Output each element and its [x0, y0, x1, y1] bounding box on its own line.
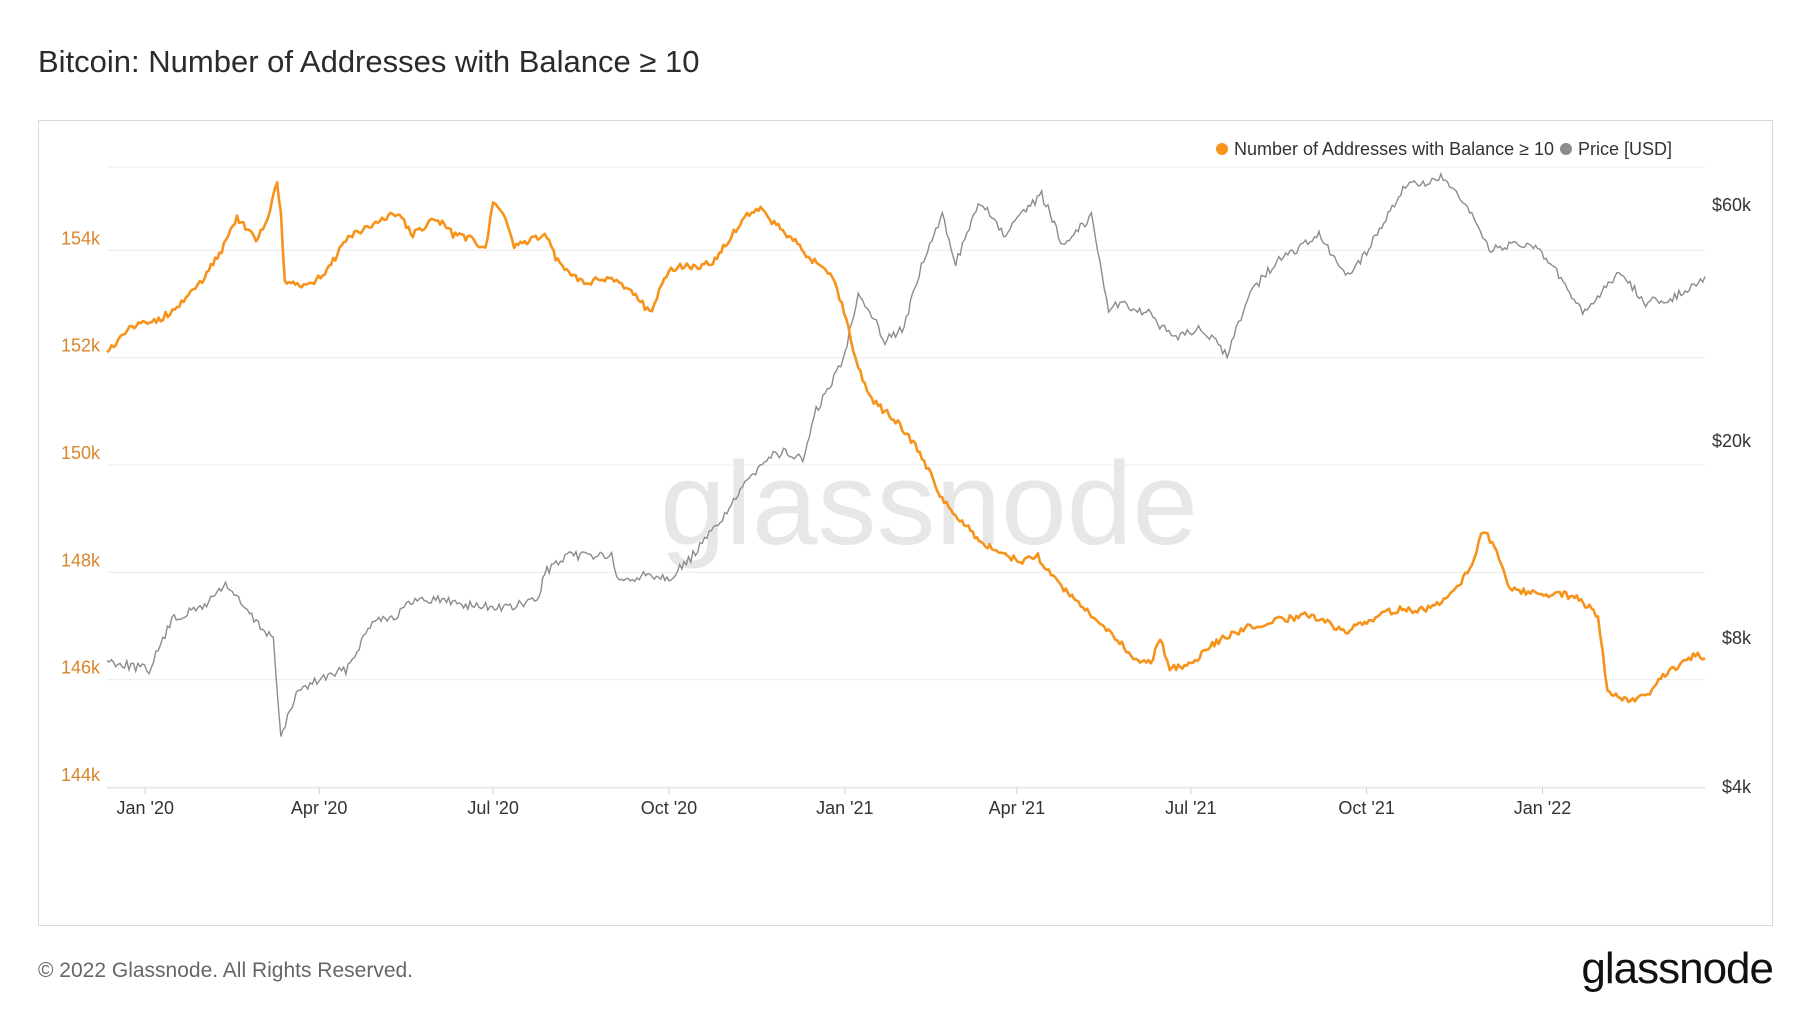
copyright-footer: © 2022 Glassnode. All Rights Reserved.: [38, 959, 414, 982]
x-tick-label: Apr '20: [291, 798, 347, 818]
chart-panel: glassnode 144k 146k 148k 150k 152k 154k $4k $8…: [38, 120, 1773, 926]
x-tick-label: Apr '21: [989, 798, 1045, 818]
left-y-tick-label: 150k: [61, 443, 101, 463]
left-y-tick-label: 148k: [61, 550, 101, 570]
legend[interactable]: Number of Addresses with Balance ≥ 10 Pr…: [1216, 139, 1672, 159]
series-line-addresses: [106, 181, 1706, 704]
legend-label-addresses: Number of Addresses with Balance ≥ 10: [1234, 139, 1554, 159]
x-tick-label: Jan '22: [1514, 798, 1571, 818]
legend-marker-price: [1560, 143, 1572, 155]
right-y-tick-label: $4k: [1722, 777, 1752, 797]
x-tick-label: Oct '20: [641, 798, 697, 818]
right-y-axis: $4k $8k $20k $60k: [1712, 195, 1752, 797]
legend-marker-addresses: [1216, 143, 1228, 155]
watermark-text: glassnode: [660, 438, 1198, 570]
page-title: Bitcoin: Number of Addresses with Balanc…: [38, 44, 700, 79]
chart-svg[interactable]: glassnode 144k 146k 148k 150k 152k 154k $4k $8…: [39, 121, 1772, 925]
glassnode-logo[interactable]: glassnode: [1581, 944, 1774, 993]
x-tick-label: Oct '21: [1338, 798, 1394, 818]
left-y-axis: 144k 146k 148k 150k 152k 154k: [61, 228, 101, 785]
left-y-tick-label: 152k: [61, 336, 101, 356]
left-y-tick-label: 146k: [61, 658, 101, 678]
x-tick-label: Jan '21: [816, 798, 873, 818]
series-line-price: [106, 171, 1706, 737]
legend-label-price: Price [USD]: [1578, 139, 1672, 159]
x-tick-label: Jul '20: [467, 798, 518, 818]
right-y-tick-label: $8k: [1722, 628, 1752, 648]
x-axis: Jan '20 Apr '20 Jul '20 Oct '20 Jan '21 Apr '…: [107, 787, 1705, 818]
x-tick-label: Jul '21: [1165, 798, 1216, 818]
right-y-tick-label: $20k: [1712, 431, 1752, 451]
x-tick-label: Jan '20: [116, 798, 173, 818]
left-y-tick-label: 154k: [61, 228, 101, 248]
gridlines: [107, 166, 1705, 788]
left-y-tick-label: 144k: [61, 765, 101, 785]
right-y-tick-label: $60k: [1712, 195, 1752, 215]
